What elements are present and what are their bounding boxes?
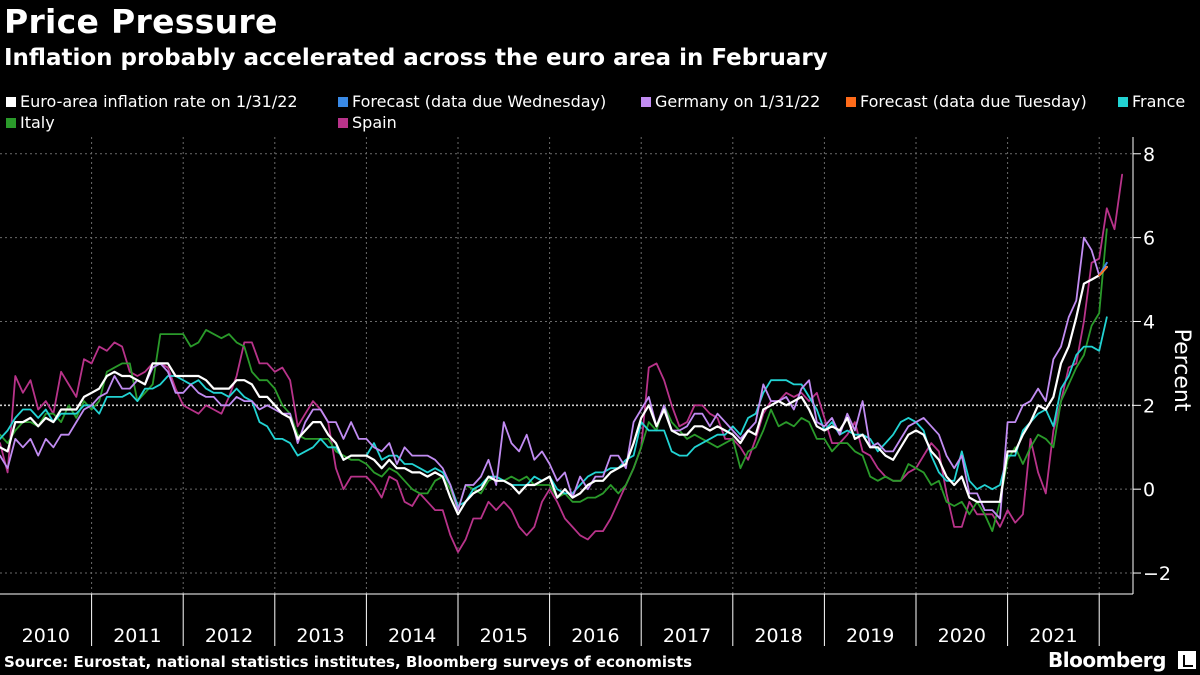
- y-axis-label: Percent: [1169, 329, 1194, 412]
- chart-grid: [0, 137, 1133, 594]
- legend-item-france: France: [1118, 92, 1185, 111]
- legend-swatch-italy: [6, 118, 16, 128]
- x-tick-label: 2011: [113, 625, 161, 647]
- x-tick-label: 2021: [1029, 625, 1077, 647]
- y-tick-label: 6: [1143, 228, 1155, 250]
- series-line-italy: [0, 228, 1108, 532]
- x-tick-label: 2020: [938, 625, 986, 647]
- x-tick-label: 2013: [296, 625, 344, 647]
- x-tick-label: 2012: [205, 625, 253, 647]
- legend-swatch-forecast-tuesday: [846, 97, 856, 107]
- legend-label-germany: Germany on 1/31/22: [655, 92, 821, 111]
- legend-label-france: France: [1132, 92, 1186, 111]
- chart-title: Price Pressure: [4, 2, 278, 41]
- source-note: Source: Eurostat, national statistics in…: [4, 653, 693, 671]
- series-line-spain: [0, 173, 1123, 553]
- series-line-forecast-data-due-tuesday: [1098, 266, 1108, 277]
- bloomberg-mark-icon: [1178, 651, 1196, 669]
- y-tick-label: 4: [1143, 311, 1155, 333]
- legend-swatch-france: [1118, 97, 1128, 107]
- legend-label-forecast-wednesday: Forecast (data due Wednesday): [352, 92, 607, 111]
- x-tick-label: 2018: [754, 625, 802, 647]
- chart-axes: −2 0 2 4 6 8 2010 2011 2012 2013 2014 2015 2016 2017 2…: [0, 137, 1171, 647]
- y-tick-label: −2: [1143, 563, 1171, 585]
- x-tick-label: 2010: [22, 625, 70, 647]
- y-tick-label: 2: [1143, 395, 1155, 417]
- legend-item-forecast-wednesday: Forecast (data due Wednesday): [338, 92, 606, 111]
- bloomberg-logo: Bloomberg: [1048, 648, 1166, 672]
- x-tick-label: 2016: [571, 625, 619, 647]
- legend-label-forecast-tuesday: Forecast (data due Tuesday): [860, 92, 1087, 111]
- chart-subtitle: Inflation probably accelerated across th…: [4, 45, 828, 71]
- legend-item-euro-area: Euro-area inflation rate on 1/31/22: [6, 92, 298, 111]
- legend-item-spain: Spain: [338, 113, 397, 132]
- series-line-germany-on-1-31-22: [0, 236, 1108, 520]
- series-line-france: [0, 316, 1108, 507]
- y-tick-label: 0: [1143, 479, 1155, 501]
- x-tick-label: 2014: [388, 625, 436, 647]
- legend-label-italy: Italy: [20, 113, 55, 132]
- legend-swatch-euro-area: [6, 97, 16, 107]
- legend-swatch-germany: [641, 97, 651, 107]
- x-tick-label: 2017: [663, 625, 711, 647]
- legend-swatch-forecast-wednesday: [338, 97, 348, 107]
- legend-swatch-spain: [338, 118, 348, 128]
- y-tick-label: 8: [1143, 144, 1155, 166]
- x-tick-label: 2019: [846, 625, 894, 647]
- x-tick-label: 2015: [480, 625, 528, 647]
- series-line-euro-area-inflation-rate-on-1-31-22: [0, 265, 1108, 516]
- legend-item-italy: Italy: [6, 113, 55, 132]
- legend-item-forecast-tuesday: Forecast (data due Tuesday): [846, 92, 1087, 111]
- legend-label-spain: Spain: [352, 113, 397, 132]
- chart-series: [0, 173, 1123, 553]
- legend-label-euro-area: Euro-area inflation rate on 1/31/22: [20, 92, 298, 111]
- legend-item-germany: Germany on 1/31/22: [641, 92, 820, 111]
